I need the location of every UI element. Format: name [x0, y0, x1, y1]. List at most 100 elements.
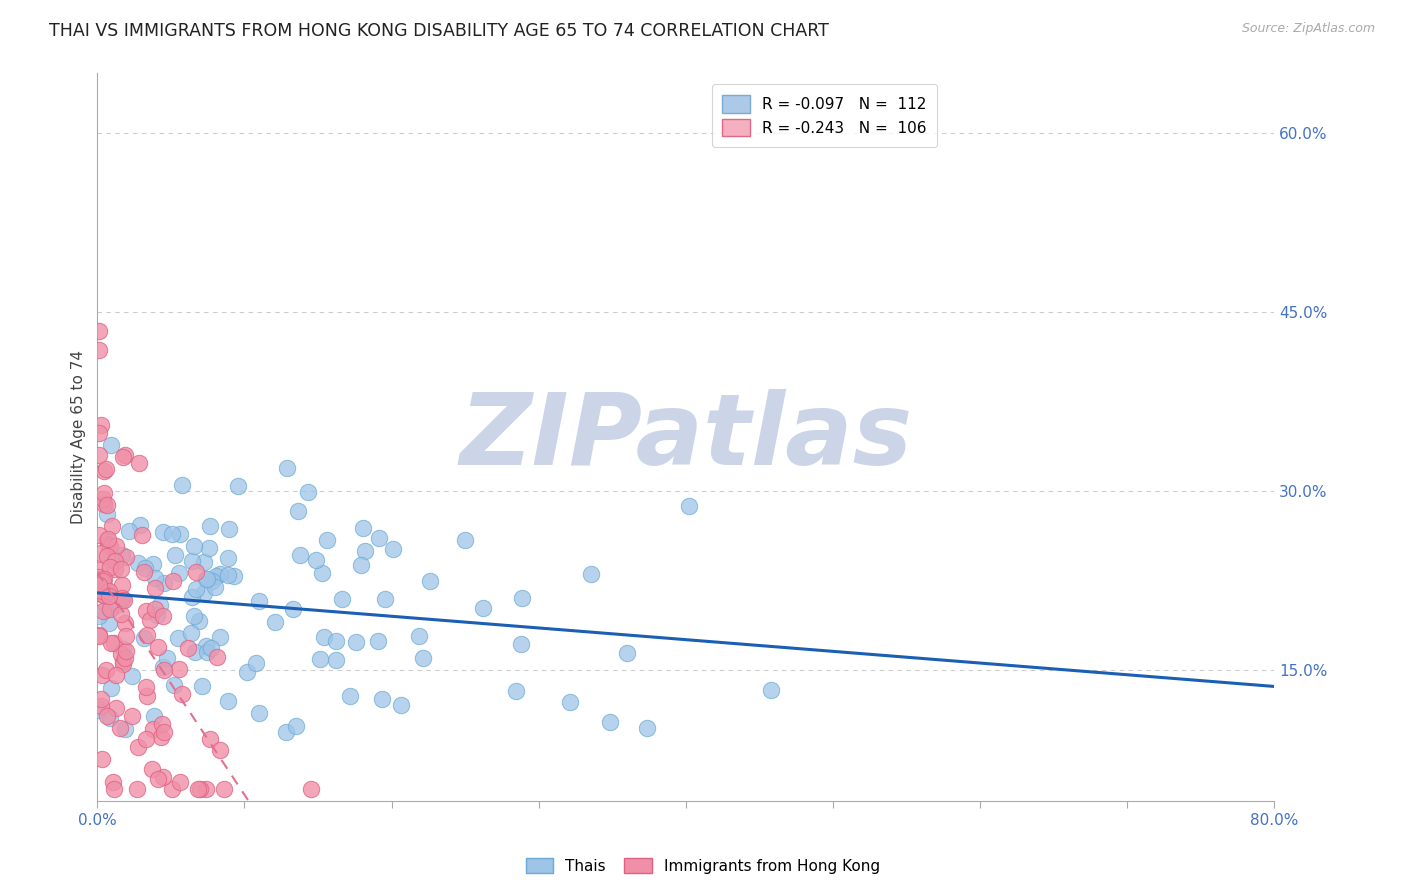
Point	[114, 615, 136, 630]
Point	[136, 628, 159, 642]
Point	[152, 663, 174, 677]
Point	[287, 504, 309, 518]
Point	[166, 631, 188, 645]
Point	[97, 532, 120, 546]
Point	[87, 563, 110, 577]
Point	[96, 549, 118, 563]
Point	[152, 770, 174, 784]
Point	[184, 645, 207, 659]
Point	[101, 775, 124, 789]
Point	[276, 725, 298, 739]
Point	[94, 582, 117, 596]
Point	[93, 572, 115, 586]
Point	[188, 782, 211, 797]
Point	[90, 418, 112, 433]
Point	[226, 479, 249, 493]
Point	[200, 519, 222, 533]
Point	[367, 531, 389, 545]
Point	[104, 554, 127, 568]
Point	[93, 588, 115, 602]
Point	[371, 692, 394, 706]
Point	[209, 742, 232, 756]
Point	[141, 762, 163, 776]
Point	[100, 438, 122, 452]
Point	[112, 657, 135, 671]
Point	[169, 775, 191, 789]
Point	[146, 772, 169, 786]
Point	[90, 699, 112, 714]
Point	[93, 486, 115, 500]
Point	[114, 722, 136, 736]
Point	[217, 567, 239, 582]
Point	[153, 575, 176, 590]
Point	[89, 425, 111, 440]
Point	[200, 641, 222, 656]
Point	[96, 507, 118, 521]
Point	[94, 663, 117, 677]
Point	[184, 582, 207, 596]
Point	[191, 679, 214, 693]
Point	[152, 608, 174, 623]
Point	[105, 668, 128, 682]
Point	[91, 574, 114, 588]
Point	[135, 604, 157, 618]
Point	[111, 450, 134, 464]
Point	[112, 593, 135, 607]
Point	[98, 711, 121, 725]
Point	[96, 462, 118, 476]
Point	[247, 706, 270, 720]
Point	[193, 586, 215, 600]
Point	[197, 541, 219, 555]
Point	[181, 554, 204, 568]
Point	[471, 601, 494, 615]
Point	[170, 477, 193, 491]
Point	[114, 650, 136, 665]
Point	[115, 629, 138, 643]
Point	[353, 544, 375, 558]
Point	[284, 719, 307, 733]
Point	[104, 562, 127, 576]
Point	[105, 539, 128, 553]
Point	[194, 639, 217, 653]
Point	[205, 650, 228, 665]
Point	[180, 625, 202, 640]
Point	[87, 629, 110, 643]
Point	[98, 589, 121, 603]
Point	[201, 574, 224, 588]
Point	[183, 609, 205, 624]
Point	[195, 572, 218, 586]
Text: Source: ZipAtlas.com: Source: ZipAtlas.com	[1241, 22, 1375, 36]
Point	[217, 551, 239, 566]
Point	[143, 582, 166, 596]
Point	[128, 456, 150, 470]
Point	[152, 659, 174, 673]
Point	[281, 602, 304, 616]
Point	[112, 654, 135, 668]
Point	[558, 695, 581, 709]
Point	[139, 613, 162, 627]
Point	[581, 567, 603, 582]
Point	[152, 524, 174, 539]
Point	[759, 683, 782, 698]
Point	[96, 533, 118, 547]
Point	[87, 325, 110, 339]
Point	[89, 570, 111, 584]
Point	[288, 548, 311, 562]
Point	[141, 557, 163, 571]
Point	[419, 574, 441, 589]
Point	[198, 732, 221, 747]
Point	[112, 592, 135, 607]
Point	[128, 518, 150, 533]
Point	[103, 599, 125, 613]
Point	[90, 691, 112, 706]
Point	[98, 615, 121, 630]
Point	[87, 528, 110, 542]
Point	[150, 717, 173, 731]
Point	[505, 684, 527, 698]
Point	[87, 703, 110, 717]
Point	[165, 548, 187, 562]
Point	[183, 539, 205, 553]
Point	[103, 635, 125, 649]
Point	[121, 669, 143, 683]
Point	[118, 524, 141, 538]
